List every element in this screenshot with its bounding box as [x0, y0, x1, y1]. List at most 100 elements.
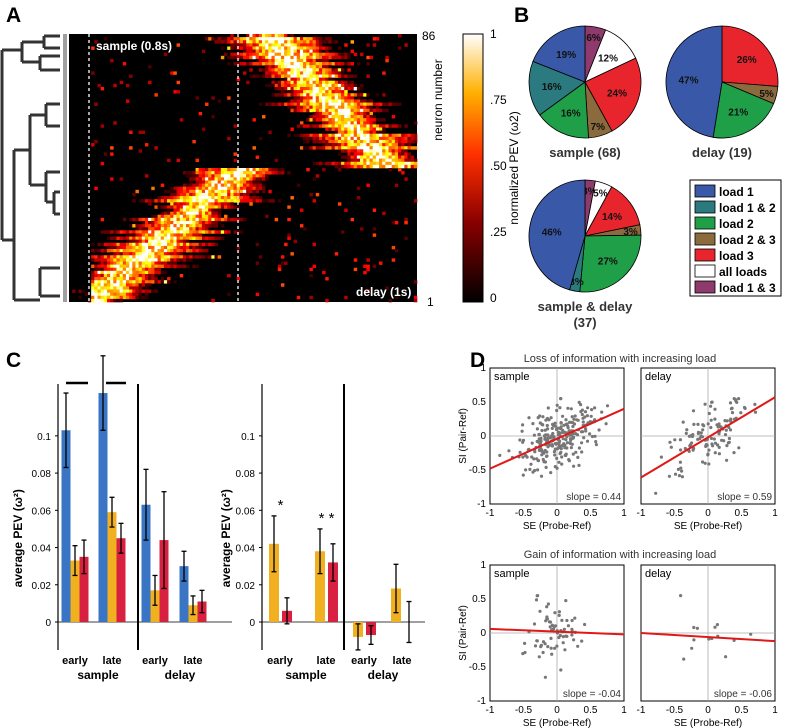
heatmap-cell — [100, 286, 105, 290]
heatmap-cell — [325, 86, 329, 91]
heatmap-cell — [331, 139, 336, 144]
heatmap-cell — [347, 96, 351, 100]
heatmap-cell — [81, 289, 86, 293]
heatmap-cell — [296, 55, 301, 60]
heatmap-cell — [211, 236, 215, 240]
heatmap-cell — [385, 143, 389, 147]
heatmap-cell — [201, 171, 206, 175]
heatmap-cell — [110, 270, 114, 275]
heatmap-cell — [293, 96, 298, 100]
heatmap-cell — [176, 224, 181, 228]
heatmap-cell — [318, 68, 323, 72]
data-point — [562, 627, 567, 632]
heatmap-cell — [366, 127, 370, 131]
heatmap-cell — [388, 136, 392, 141]
heatmap-cell — [179, 118, 184, 122]
heatmap-cell — [322, 270, 326, 275]
heatmap-cell — [328, 74, 332, 78]
heatmap-cell — [217, 99, 222, 103]
heatmap-cell — [157, 242, 162, 247]
heatmap-cell — [287, 236, 291, 240]
heatmap-cell — [198, 211, 203, 216]
heatmap-cell — [214, 242, 218, 247]
heatmap-cell — [356, 127, 361, 131]
heatmap-cell — [151, 186, 155, 191]
heatmap-cell — [144, 143, 149, 147]
heatmap-cell — [322, 83, 326, 88]
heatmap-cell — [372, 115, 377, 119]
heatmap-cell — [315, 93, 320, 97]
heatmap-cell — [151, 239, 155, 244]
heatmap-cell — [151, 258, 155, 262]
heatmap-cell — [91, 292, 95, 297]
heatmap-cell — [94, 286, 98, 290]
heatmap-cell — [113, 292, 117, 297]
heatmap-cell — [224, 214, 228, 219]
heatmap-cell — [144, 286, 149, 290]
heatmap-cell — [144, 270, 149, 275]
heatmap-cell — [103, 255, 108, 259]
heatmap-cell — [299, 121, 304, 125]
heatmap-cell — [163, 196, 168, 200]
heatmap-cell — [100, 280, 105, 284]
heatmap-cell — [163, 245, 168, 250]
panel-d: Loss of information with increasing load… — [458, 353, 778, 728]
heatmap-cell — [284, 74, 288, 78]
heatmap-cell — [151, 255, 155, 259]
heatmap-cell — [258, 171, 263, 175]
heatmap-cell — [322, 55, 326, 60]
pie-slice-label: 14% — [602, 212, 622, 223]
heatmap-cell — [220, 168, 225, 172]
heatmap-cell — [144, 289, 149, 293]
heatmap-cell — [325, 102, 329, 106]
heatmap-cell — [97, 258, 101, 262]
heatmap-cell — [233, 55, 237, 60]
heatmap-cell — [132, 252, 136, 256]
heatmap-cell — [299, 96, 304, 100]
data-point — [557, 445, 561, 449]
heatmap-cell — [280, 255, 285, 259]
heatmap-cell — [179, 255, 184, 259]
heatmap-cell — [331, 86, 336, 91]
data-point — [521, 438, 526, 442]
data-point — [667, 474, 672, 478]
heatmap-cell — [208, 186, 212, 191]
colorbar-tick-label: 0 — [490, 291, 497, 305]
heatmap-cell — [391, 149, 396, 153]
heatmap-cell — [198, 177, 203, 181]
heatmap-cell — [360, 155, 364, 159]
heatmap-cell — [129, 280, 133, 284]
heatmap-cell — [198, 255, 203, 259]
heatmap-cell — [182, 199, 187, 203]
heatmap-cell — [100, 270, 105, 275]
heatmap-cell — [179, 186, 184, 191]
heatmap-cell — [173, 192, 177, 197]
heatmap-cell — [331, 40, 336, 44]
heatmap-cell — [239, 37, 244, 41]
heatmap-cell — [410, 155, 415, 159]
heatmap-cell — [132, 233, 136, 237]
heatmap-cell — [398, 155, 402, 159]
heatmap-cell — [341, 127, 345, 131]
heatmap-cell — [385, 139, 389, 144]
heatmap-cell — [252, 168, 256, 172]
heatmap-cell — [110, 249, 114, 253]
heatmap-cell — [318, 46, 323, 50]
heatmap-cell — [91, 242, 95, 247]
heatmap-cell — [284, 43, 288, 47]
data-point — [557, 610, 562, 614]
heatmap-cell — [350, 158, 355, 163]
y-tick-label: -1 — [477, 696, 486, 707]
heatmap-cell — [315, 174, 320, 178]
heatmap-cell — [113, 245, 117, 250]
heatmap-cell — [144, 245, 149, 250]
heatmap-cell — [201, 214, 206, 219]
heatmap-cell — [201, 127, 206, 131]
heatmap-cell — [201, 183, 206, 187]
data-point — [523, 641, 527, 646]
heatmap-cell — [154, 258, 158, 262]
heatmap-cell — [296, 133, 301, 138]
heatmap-cell — [116, 292, 120, 297]
heatmap-cell — [287, 105, 291, 110]
heatmap-cell — [331, 133, 336, 138]
